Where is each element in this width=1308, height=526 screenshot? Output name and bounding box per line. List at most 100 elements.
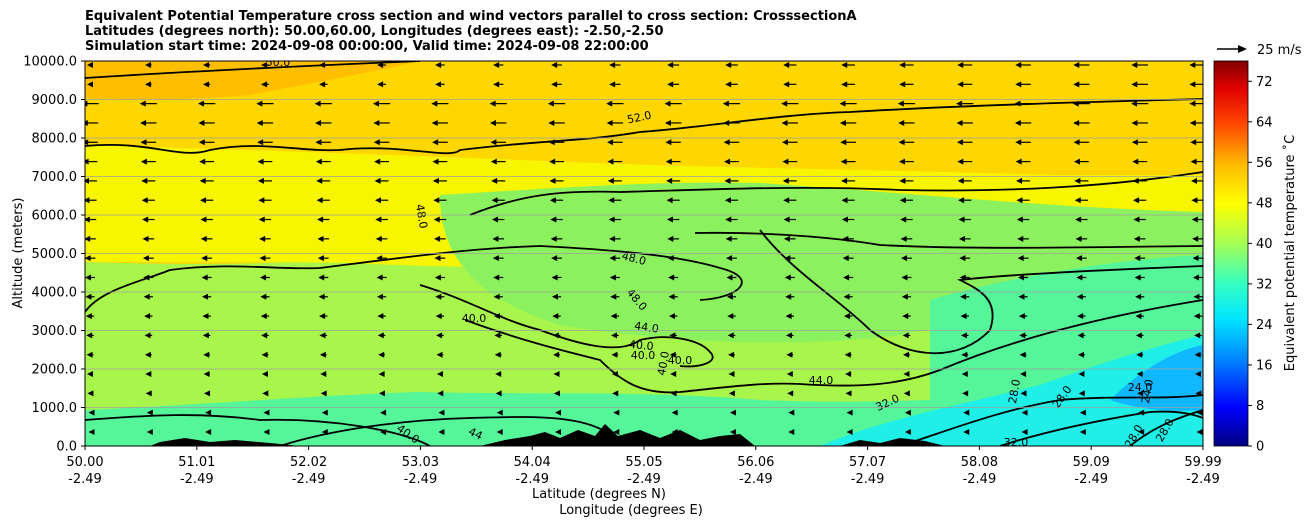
x-tick-lat-label: 52.02 [290, 455, 327, 470]
chart-title: Equivalent Potential Temperature cross s… [85, 9, 857, 54]
wind-vector [783, 216, 796, 223]
wind-vector [783, 62, 797, 68]
wind-vector [727, 332, 736, 339]
wind-vector [85, 216, 97, 223]
wind-vector [665, 139, 681, 146]
wind-vector [435, 313, 445, 320]
x-tick-lat-label: 50.00 [66, 455, 103, 470]
wind-vector [609, 62, 621, 68]
wind-vector [320, 390, 327, 397]
wind-vector [436, 371, 443, 378]
wind-vector [846, 429, 853, 435]
x-tick-lat-label: 59.99 [1184, 455, 1221, 470]
field-band-blue [1110, 345, 1203, 411]
wind-vector [85, 235, 96, 242]
wind-vector [786, 371, 793, 378]
wind-vector [550, 235, 563, 242]
x-tick-lon-label: -2.49 [292, 472, 326, 487]
x-tick-lat-label: 58.08 [961, 455, 998, 470]
wind-vector [781, 119, 799, 126]
wind-vector [1133, 216, 1146, 223]
wind-vector [609, 255, 621, 262]
wind-vector [898, 139, 915, 146]
wind-vector [85, 158, 98, 165]
wind-vector [844, 351, 852, 358]
wind-vector [257, 158, 273, 165]
wind-vector [608, 216, 622, 223]
x-tick-lon-label: -2.49 [1074, 472, 1108, 487]
wind-vector [957, 158, 973, 165]
wind-vector [903, 371, 910, 378]
wind-vector [1132, 177, 1147, 184]
wind-vector [1020, 371, 1027, 378]
wind-vector [664, 119, 682, 126]
x-tick-lat-label: 51.01 [178, 455, 215, 470]
wind-vector [841, 197, 855, 204]
wind-vector [667, 235, 679, 242]
wind-vector [904, 409, 911, 416]
wind-vector [141, 177, 156, 184]
wind-vector [904, 429, 911, 435]
wind-vector [551, 255, 562, 262]
wind-vector [260, 313, 270, 320]
wind-vector [261, 62, 269, 68]
colorbar-tick-label: 48 [1256, 196, 1273, 211]
wind-vector [199, 177, 214, 184]
wind-vector [549, 177, 564, 184]
wind-vector [490, 139, 507, 146]
wind-vector [784, 255, 796, 262]
wind-vector [489, 119, 507, 126]
wind-vector [203, 81, 211, 88]
wind-vector [723, 139, 740, 146]
contour-line [419, 284, 714, 368]
wind-vector [963, 409, 970, 416]
wind-vector [492, 216, 505, 223]
wind-vector [728, 371, 735, 378]
wind-vector [85, 177, 98, 184]
y-axis-title: Altitude (meters) [11, 198, 26, 309]
wind-vector [494, 313, 503, 320]
wind-vector [725, 235, 738, 242]
wind-vector [317, 255, 329, 262]
wind-vector [550, 216, 563, 223]
wind-vector [1131, 139, 1148, 146]
x-tick-lon-label: -2.49 [739, 472, 773, 487]
wind-vector [375, 216, 388, 223]
wind-vector [1014, 119, 1032, 126]
wind-vector [670, 390, 677, 397]
contour-line [469, 171, 1203, 216]
wind-vector [315, 119, 332, 126]
wind-vector [548, 139, 565, 146]
wind-vector [844, 332, 852, 339]
wind-vector [1194, 332, 1202, 339]
wind-vector [960, 313, 969, 320]
wind-vector [1020, 390, 1027, 397]
wind-vector [723, 119, 740, 126]
wind-vector [142, 216, 155, 223]
wind-vector [1190, 177, 1203, 184]
wind-vector [377, 313, 386, 320]
wind-vector [900, 216, 913, 223]
wind-vector [373, 119, 390, 126]
wind-vector [139, 100, 157, 107]
wind-vector [1079, 429, 1086, 435]
wind-vector [263, 429, 270, 435]
wind-vector [610, 313, 620, 320]
x-axis-title-secondary: Longitude (degrees E) [559, 503, 703, 518]
wind-vector [845, 371, 852, 378]
wind-vector [724, 177, 739, 184]
wind-vector [145, 81, 152, 88]
wind-vector [203, 62, 211, 68]
wind-vector [143, 293, 153, 300]
wind-vector [724, 158, 739, 165]
y-tick-label: 1000.0 [32, 401, 78, 416]
wind-vector [373, 139, 390, 146]
wind-vector [784, 274, 795, 281]
wind-vector [145, 62, 152, 68]
y-axis: 0.0 1000.0 2000.0 3000.0 4000.0 5000.0 6000.0 7… [23, 55, 85, 455]
wind-vector [431, 100, 449, 107]
wind-vector [726, 293, 737, 300]
y-tick-label: 5000.0 [32, 247, 78, 262]
wind-vector [1074, 197, 1088, 204]
contour-label: 40.0 [668, 354, 693, 367]
